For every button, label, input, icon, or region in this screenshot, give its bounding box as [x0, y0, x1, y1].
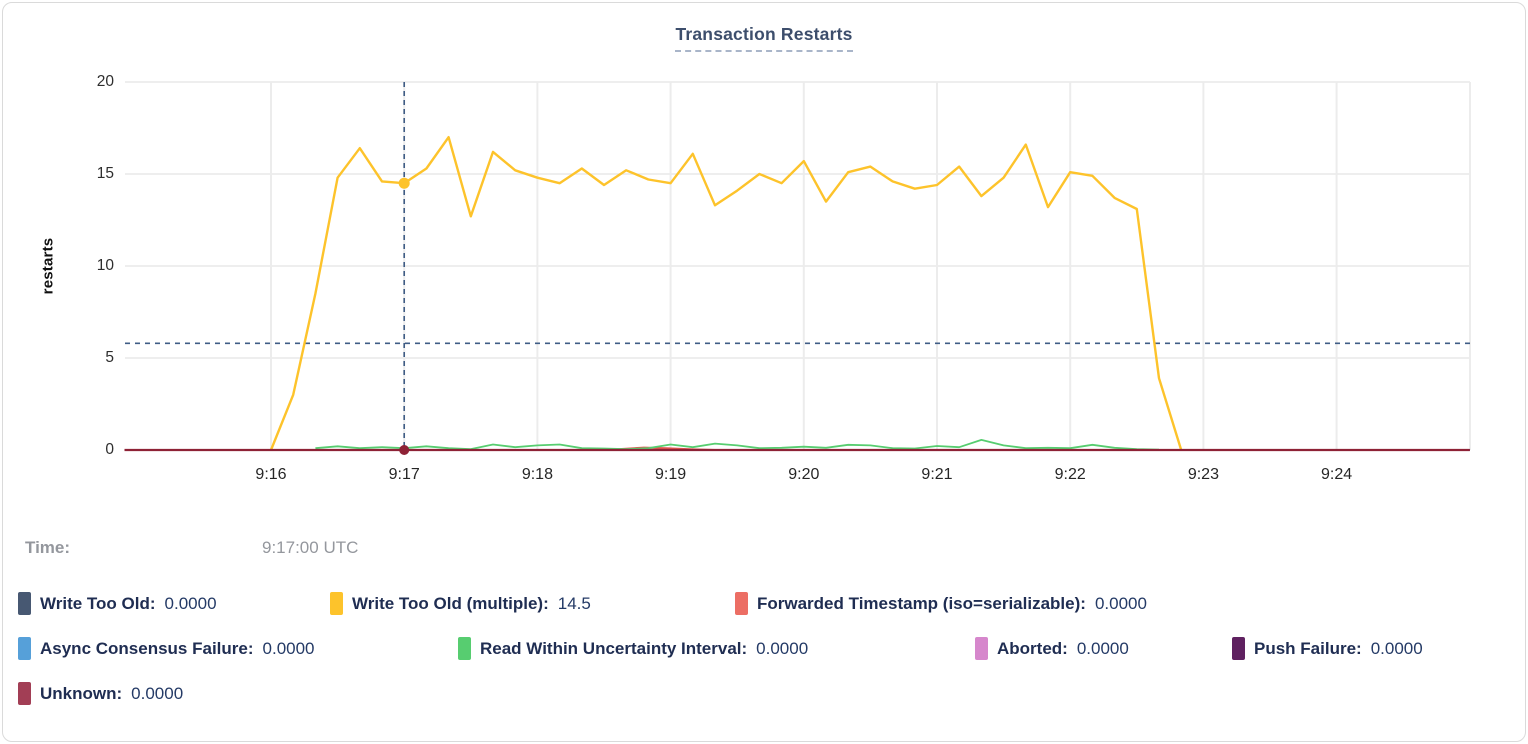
legend-swatch-icon [458, 637, 471, 660]
legend-item: Unknown: 0.0000 [18, 682, 183, 705]
legend-item: Forwarded Timestamp (iso=serializable): 0… [735, 592, 1147, 615]
y-tick-label: 15 [96, 165, 114, 182]
legend-label: Async Consensus Failure: [40, 638, 254, 658]
legend-label: Forwarded Timestamp (iso=serializable): [757, 593, 1086, 613]
legend-item: Async Consensus Failure: 0.0000 [18, 637, 315, 660]
legend-item: Aborted: 0.0000 [975, 637, 1129, 660]
legend-label: Push Failure: [1254, 638, 1362, 658]
legend-item: Write Too Old (multiple): 14.5 [330, 592, 591, 615]
legend-swatch-icon [18, 682, 31, 705]
legend-value: 0.0000 [131, 683, 184, 703]
legend-value: 0.0000 [262, 638, 315, 658]
legend-value: 0.0000 [1094, 593, 1147, 613]
series-line [269, 135, 1183, 451]
legend-swatch-icon [735, 592, 748, 615]
y-tick-label: 20 [96, 73, 114, 90]
chart-title-wrap: Transaction Restarts [0, 24, 1528, 52]
legend-item: Write Too Old: 0.0000 [18, 592, 217, 615]
x-tick-label: 9:20 [788, 466, 820, 483]
hover-marker-dot [399, 445, 410, 455]
x-tick-label: 9:24 [1321, 466, 1353, 483]
x-tick-label: 9:16 [255, 466, 287, 483]
legend-item: Read Within Uncertainty Interval: 0.0000 [458, 637, 808, 660]
legend-swatch-icon [975, 637, 988, 660]
hover-marker-dot [398, 177, 410, 189]
series-line [315, 438, 1160, 451]
legend-label: Aborted: [997, 638, 1068, 658]
legend-swatch-icon [1232, 637, 1245, 660]
legend-value: 0.0000 [1076, 638, 1129, 658]
legend-label: Unknown: [40, 683, 123, 703]
legend-label: Read Within Uncertainty Interval: [480, 638, 748, 658]
x-tick-label: 9:17 [388, 466, 420, 483]
chart-title[interactable]: Transaction Restarts [675, 24, 853, 52]
y-tick-label: 5 [105, 349, 114, 366]
x-tick-label: 9:23 [1187, 466, 1219, 483]
transaction-restarts-chart[interactable] [0, 0, 1528, 520]
x-tick-label: 9:18 [521, 466, 553, 483]
legend-swatch-icon [18, 637, 31, 660]
hover-time-label: Time: [25, 538, 71, 557]
legend-swatch-icon [18, 592, 31, 615]
legend-label: Write Too Old: [40, 593, 156, 613]
x-tick-label: 9:21 [921, 466, 953, 483]
legend-value: 0.0000 [1370, 638, 1423, 658]
hover-time-value: 9:17:00 UTC [262, 538, 359, 557]
legend-item: Push Failure: 0.0000 [1232, 637, 1423, 660]
x-tick-label: 9:22 [1054, 466, 1086, 483]
legend-swatch-icon [330, 592, 343, 615]
x-tick-label: 9:19 [655, 466, 687, 483]
y-tick-label: 0 [105, 441, 114, 458]
legend-value: 0.0000 [164, 593, 217, 613]
legend-value: 14.5 [557, 593, 591, 613]
y-tick-label: 10 [96, 257, 114, 274]
legend-value: 0.0000 [756, 638, 809, 658]
legend-label: Write Too Old (multiple): [352, 593, 549, 613]
